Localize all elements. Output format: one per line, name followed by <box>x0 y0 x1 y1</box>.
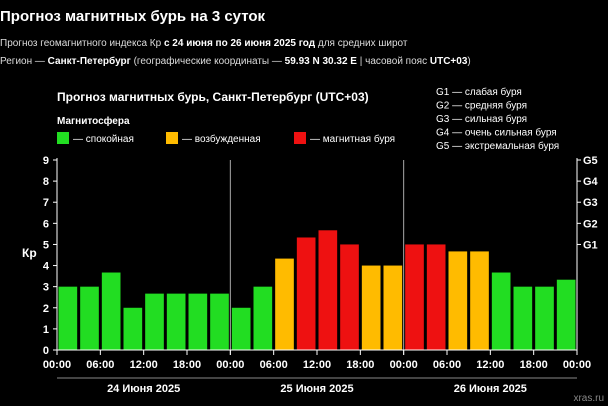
g-tick-label: G2 <box>583 218 598 230</box>
kp-bar <box>361 265 381 350</box>
g-legend-item: G1 — слабая буря <box>436 86 522 98</box>
y-tick-label: 9 <box>43 155 49 167</box>
x-tick-label: 06:00 <box>433 359 461 371</box>
kp-bar <box>340 244 359 350</box>
x-tick-label: 18:00 <box>173 359 201 371</box>
x-tick-label: 00:00 <box>563 359 591 371</box>
kp-bar <box>448 251 468 350</box>
kp-bar <box>80 286 99 350</box>
x-tick-label: 00:00 <box>43 359 71 371</box>
g-legend-item: G4 — очень сильная буря <box>436 127 557 139</box>
g-legend-item: G5 — экстремальная буря <box>436 140 559 152</box>
kp-bar <box>231 307 251 350</box>
legend-swatch <box>294 132 306 144</box>
kp-bar <box>253 286 273 350</box>
kp-bar <box>210 293 229 350</box>
kp-bar <box>535 286 554 350</box>
y-tick-label: 6 <box>43 218 49 230</box>
kp-bar <box>513 286 533 350</box>
y-tick-label: 3 <box>43 282 49 294</box>
legend-label: — спокойная <box>73 134 134 145</box>
x-tick-label: 12:00 <box>476 359 504 371</box>
kp-bar <box>101 272 121 350</box>
x-tick-label: 00:00 <box>216 359 244 371</box>
y-tick-label: 8 <box>43 176 49 188</box>
y-tick-label: 7 <box>43 197 49 209</box>
g-tick-label: G5 <box>583 155 598 167</box>
x-tick-label: 18:00 <box>346 359 374 371</box>
kp-bar <box>470 251 489 350</box>
page-title: Прогноз магнитных бурь на 3 суток <box>0 8 266 25</box>
y-tick-label: 1 <box>43 324 49 336</box>
legend-label: — магнитная буря <box>310 133 395 145</box>
kp-bar <box>145 293 164 350</box>
y-tick-label: 4 <box>43 261 50 273</box>
legend-title: Магнитосфера <box>57 115 130 127</box>
kp-bar <box>188 293 208 350</box>
watermark: xras.ru <box>573 393 604 404</box>
g-tick-label: G1 <box>583 239 598 251</box>
kp-bar <box>405 244 424 350</box>
g-legend-item: G3 — сильная буря <box>436 113 527 125</box>
forecast-subtitle: Прогноз геомагнитного индекса Кр с 24 ию… <box>0 38 408 49</box>
kp-bar <box>166 293 186 350</box>
x-tick-label: 06:00 <box>260 359 288 371</box>
day-label: 25 Июня 2025 <box>280 383 353 395</box>
g-tick-label: G4 <box>583 176 599 188</box>
y-tick-label: 2 <box>43 303 49 315</box>
y-axis-label: Кр <box>22 246 37 260</box>
x-tick-label: 18:00 <box>520 359 548 371</box>
x-tick-label: 12:00 <box>130 359 158 371</box>
kp-bar <box>58 286 78 350</box>
kp-bar <box>426 244 446 350</box>
kp-bar <box>491 272 511 350</box>
kp-bar <box>318 230 338 350</box>
kp-bar <box>296 237 316 350</box>
region-subtitle: Регион — Санкт-Петербург (географические… <box>0 56 471 67</box>
y-tick-label: 5 <box>43 239 49 251</box>
legend-swatch <box>166 132 178 144</box>
y-tick-label: 0 <box>43 345 49 357</box>
x-tick-label: 12:00 <box>303 359 331 371</box>
day-label: 24 Июня 2025 <box>107 383 180 395</box>
x-tick-label: 06:00 <box>86 359 114 371</box>
g-tick-label: G3 <box>583 197 598 209</box>
kp-bar <box>383 265 403 350</box>
chart-title: Прогноз магнитных бурь, Санкт-Петербург … <box>57 90 369 104</box>
g-legend-item: G2 — средняя буря <box>436 100 527 112</box>
kp-bar <box>275 258 294 350</box>
kp-bar <box>123 307 143 350</box>
day-label: 26 Июня 2025 <box>454 383 527 395</box>
kp-bar <box>556 279 576 350</box>
x-tick-label: 00:00 <box>390 359 418 371</box>
legend-label: — возбужденная <box>182 133 261 145</box>
legend-swatch <box>57 132 69 144</box>
